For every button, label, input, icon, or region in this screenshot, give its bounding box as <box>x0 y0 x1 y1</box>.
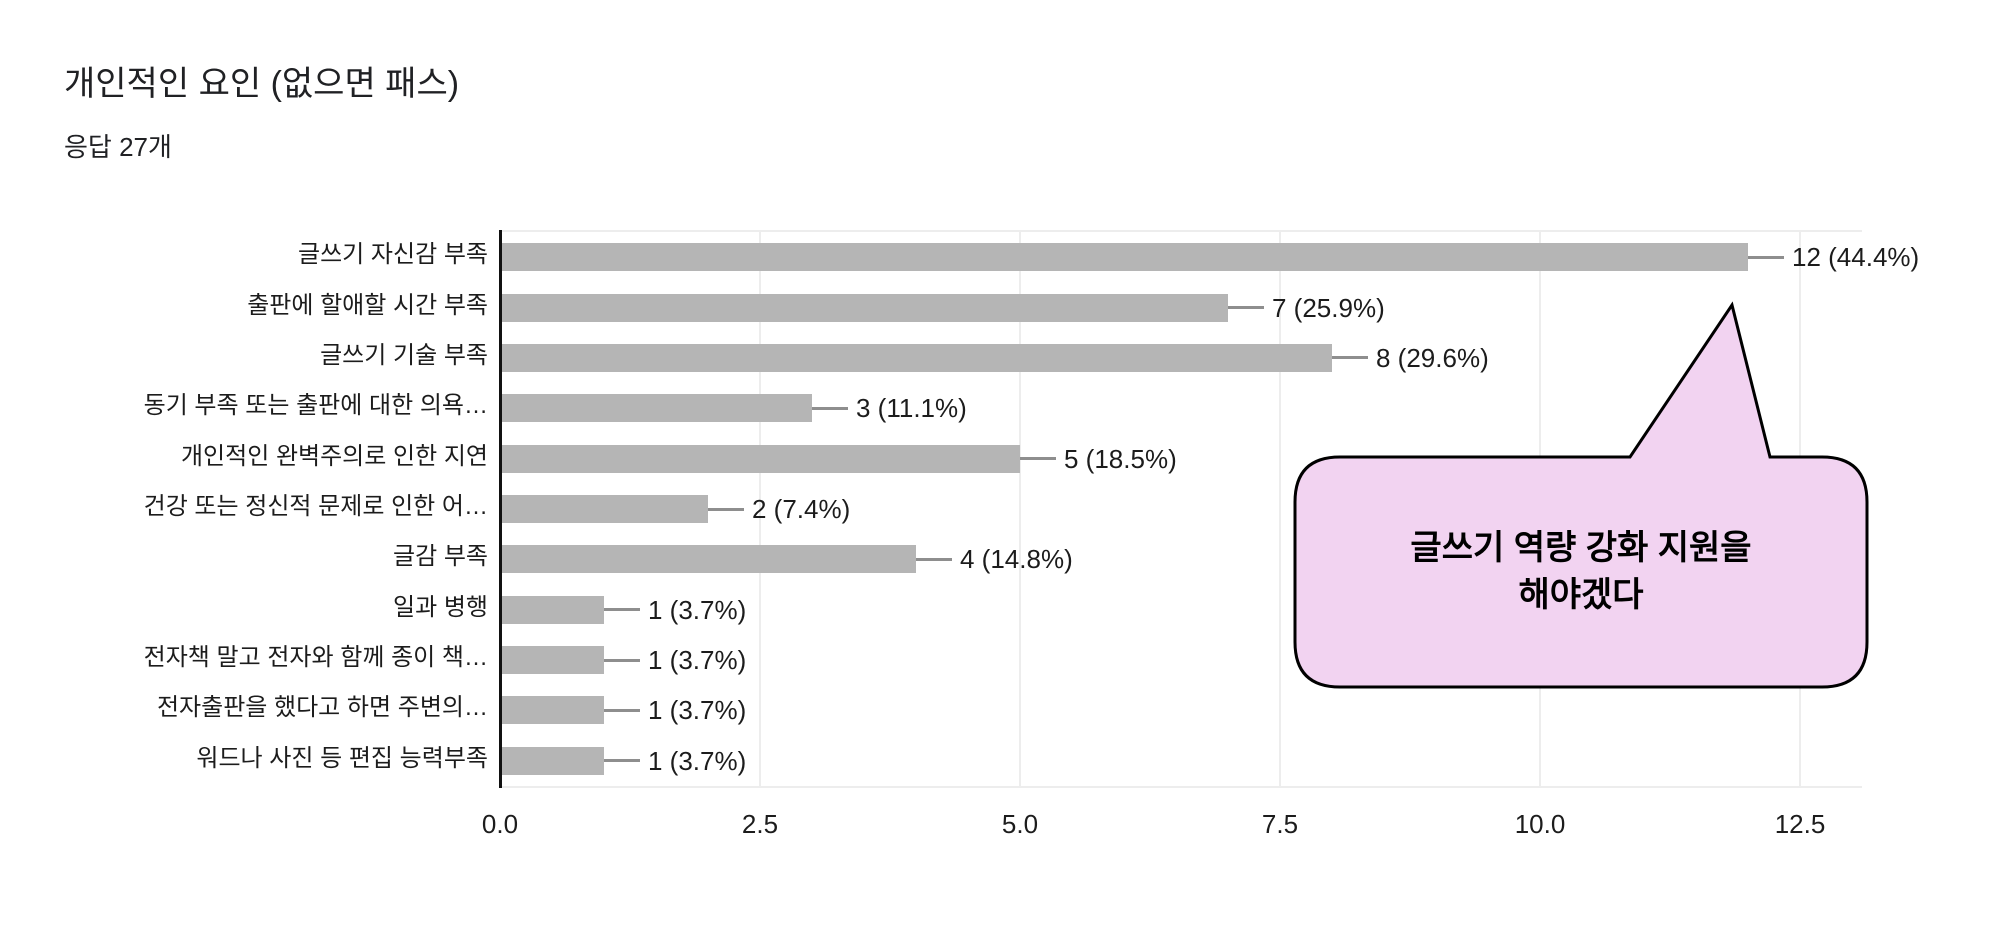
category-label: 글쓰기 기술 부족 <box>320 341 488 369</box>
bar-value-connector <box>604 608 640 612</box>
gridline <box>759 232 761 786</box>
bar-value-label: 12 (44.4%) <box>1792 242 1920 273</box>
bar <box>500 646 604 675</box>
bar-value-connector <box>1228 306 1264 310</box>
bar <box>500 495 708 523</box>
speech-bubble-text: 글쓰기 역량 강화 지원을 해야겠다 <box>1295 457 1867 687</box>
x-tick-label: 7.5 <box>1261 809 1299 839</box>
category-label: 글감 부족 <box>393 543 488 571</box>
bar-value-connector <box>604 708 640 712</box>
bar-chart-plot-area: 12 (44.4%) 7 (25.9%) 8 (29.6%) 3 (11.1%) 5 (… <box>500 230 1919 788</box>
x-tick-label: 10.0 <box>1514 809 1566 839</box>
category-label: 글쓰기 자신감 부족 <box>298 241 488 269</box>
category-label: 일과 병행 <box>393 593 488 621</box>
bar-value-connector <box>604 658 640 662</box>
bar-value-connector <box>1748 255 1784 259</box>
bar-value-connector <box>916 557 952 561</box>
bar-value-connector <box>1020 457 1056 461</box>
bar-value-label: 8 (29.6%) <box>1376 342 1489 373</box>
category-label: 출판에 할애할 시간 부족 <box>247 291 488 319</box>
bar-value-connector <box>1332 356 1368 360</box>
bar <box>500 696 604 725</box>
category-label: 워드나 사진 등 편집 능력부족 <box>196 744 488 772</box>
bar <box>500 293 1228 322</box>
bar <box>500 394 812 423</box>
x-tick-label: 12.5 <box>1774 809 1826 839</box>
bar <box>500 746 604 775</box>
speech-bubble-line: 해야겠다 <box>1518 576 1644 614</box>
x-tick-label: 0.0 <box>481 809 519 839</box>
x-tick-label: 2.5 <box>741 809 779 839</box>
bar <box>500 343 1332 372</box>
y-axis-line <box>499 230 502 788</box>
bar-value-label: 5 (18.5%) <box>1064 443 1177 474</box>
gridline <box>1019 232 1021 786</box>
bar-value-label: 1 (3.7%) <box>648 645 747 676</box>
bar-value-label: 1 (3.7%) <box>648 745 747 776</box>
bar-value-label: 1 (3.7%) <box>648 594 747 625</box>
bar <box>500 444 1020 473</box>
bar <box>500 595 604 624</box>
bar-value-label: 2 (7.4%) <box>752 494 851 524</box>
bar-value-connector <box>708 507 744 511</box>
response-count: 응답 27개 <box>64 132 172 162</box>
gridline <box>1279 232 1281 786</box>
category-label: 건강 또는 정신적 문제로 인한 어… <box>143 493 488 520</box>
x-tick-label: 5.0 <box>1001 809 1039 839</box>
x-axis-tick-labels: 0.0 2.5 5.0 7.5 10.0 12.5 <box>482 806 1862 846</box>
bar-value-label: 3 (11.1%) <box>856 393 967 424</box>
category-label: 동기 부족 또는 출판에 대한 의욕… <box>143 392 488 420</box>
bar <box>500 545 916 574</box>
bar-value-label: 4 (14.8%) <box>960 544 1073 575</box>
bar-value-label: 1 (3.7%) <box>648 695 747 726</box>
bar-value-connector <box>604 759 640 763</box>
speech-bubble-line: 글쓰기 역량 강화 지원을 <box>1410 529 1752 567</box>
category-label: 전자출판을 했다고 하면 주변의… <box>156 694 488 722</box>
category-label: 개인적인 완벽주의로 인한 지연 <box>180 442 488 470</box>
bar <box>500 243 1748 272</box>
bar-value-label: 7 (25.9%) <box>1272 292 1385 323</box>
bar-value-connector <box>812 406 848 410</box>
category-label: 전자책 말고 전자와 함께 종이 책… <box>143 644 488 672</box>
chart-title: 개인적인 요인 (없으면 패스) <box>64 65 460 103</box>
